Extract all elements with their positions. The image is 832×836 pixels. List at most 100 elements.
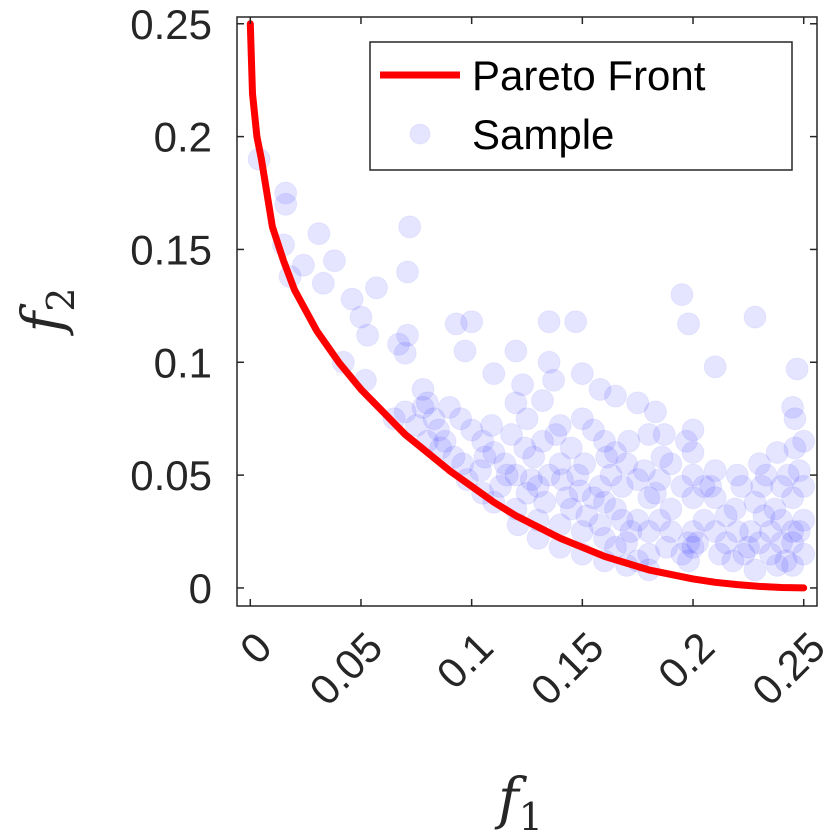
sample-point [743,490,767,514]
sample-point [588,513,612,537]
sample-point [674,429,698,453]
sample-point [438,395,461,419]
sample-point [765,553,789,577]
sample-point [340,287,364,311]
sample-point [604,384,627,408]
sample-point [617,429,641,453]
sample-point [736,535,760,559]
sample-point [765,441,789,464]
sample-point [274,192,298,216]
sample-point [588,474,612,498]
sample-point [770,508,794,532]
sample-point [792,474,816,498]
sample-point [750,474,774,498]
sample-point [559,497,583,521]
y-axis-title-subscript: 2 [39,288,83,312]
sample-point [482,441,506,464]
sample-point [604,497,627,521]
sample-point [725,463,749,487]
sample-point [659,520,683,543]
y-tick-label: 0.05 [130,452,212,499]
sample-point [531,429,554,453]
x-axis-title-subscript: 1 [519,795,543,836]
sample-point [411,395,435,419]
sample-point [703,355,727,379]
sample-point [396,260,419,284]
sample-point [686,531,709,555]
sample-point [670,474,694,498]
sample-point [575,504,599,528]
sample-point [311,271,335,295]
sample-point [619,520,643,543]
sample-point [542,368,566,392]
sample-point [714,531,738,555]
sample-point [610,474,634,498]
y-axis-title: f2 [11,288,83,337]
sample-point [783,407,807,431]
x-tick-label: 0 [231,623,281,673]
sample-point [783,436,807,460]
sample-point [573,452,597,476]
sample-point [365,276,388,300]
sample-point [659,452,683,476]
sample-point [471,429,495,453]
legend-label-sample: Sample [472,111,614,158]
sample-point [770,531,794,555]
sample-point [681,463,705,487]
sample-point [504,339,528,363]
x-tick-label: 0.05 [300,623,391,714]
sample-point [648,468,672,492]
sample-point [398,215,422,239]
sample-point [721,549,745,573]
sample-point [781,553,805,577]
sample-point [743,558,767,582]
sample-point [444,312,468,336]
sample-point [570,362,594,386]
sample-point [568,479,592,503]
sample-point [681,486,705,510]
sample-point [356,323,380,347]
sample-point [655,535,678,559]
sample-point [570,407,594,431]
sample-point [550,468,574,492]
sample-point [626,391,650,415]
sample-point [703,520,727,543]
sample-point [637,486,661,510]
sample-point [449,407,473,431]
sample-point [752,504,776,528]
y-tick-label: 0.15 [130,226,212,273]
sample-point [677,549,701,573]
sample-point [747,452,771,476]
sample-point [708,542,732,566]
sample-point [433,429,457,453]
sample-point [415,391,439,415]
sample-point [515,407,539,431]
sample-point [703,486,727,510]
sample-point [681,535,705,559]
sample-point [451,452,475,476]
sample-point [473,445,497,469]
sample-point [442,445,466,469]
sample-point [422,407,446,431]
sample-point [595,445,619,469]
sample-point [781,395,805,419]
sample-point [460,418,484,442]
sample-point [581,418,605,442]
sample-point [599,463,623,487]
sample-point [714,504,738,528]
y-axis-ticks: 0 0.05 0.1 0.15 0.2 0.25 [130,1,817,612]
sample-point [792,542,816,566]
sample-point [537,350,561,374]
legend-label-pareto-front: Pareto Front [472,52,706,99]
x-tick-label: 0.2 [649,623,724,698]
sample-point [681,520,705,543]
sample-point [495,463,519,487]
sample-point [349,305,373,329]
sample-point [703,459,727,483]
sample-point [681,441,705,464]
sample-point [781,520,805,543]
sample-point [763,497,787,521]
sample-point [537,310,561,334]
sample-point [291,253,315,277]
sample-point [648,508,672,532]
